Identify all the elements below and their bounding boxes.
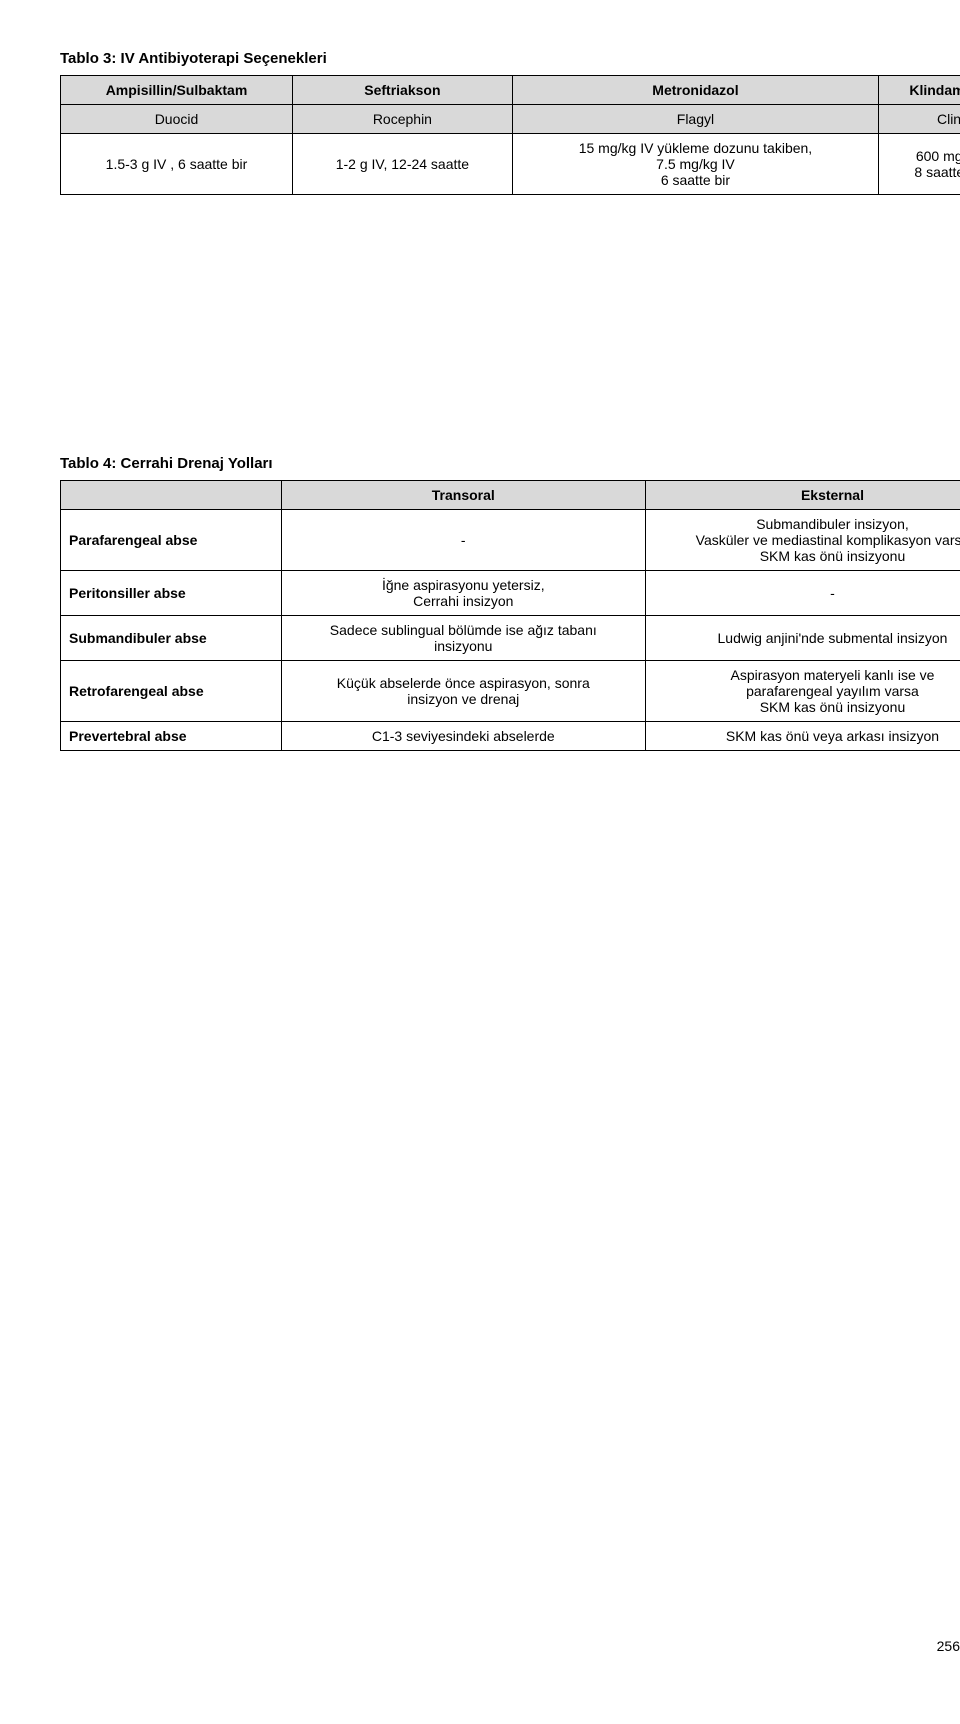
table3-hdr-2: Seftriakson <box>292 76 512 105</box>
table4-col2: Eksternal <box>645 481 960 510</box>
table4-corner <box>61 481 282 510</box>
table4-r1c1: - <box>281 510 645 571</box>
table4-r2-label: Peritonsiller abse <box>61 571 282 616</box>
table3-hdr-3: Metronidazol <box>512 76 878 105</box>
table3-hdr-4: Klindamisin <box>879 76 960 105</box>
table4-r5c2: SKM kas önü veya arkası insizyon <box>645 722 960 751</box>
table3-r1c1: 1.5-3 g IV , 6 saatte bir <box>61 134 293 195</box>
page-number: 256 <box>937 1638 960 1654</box>
table4-r3c1: Sadece sublingual bölümde ise ağız taban… <box>281 616 645 661</box>
table4-col1: Transoral <box>281 481 645 510</box>
table3-hdr-1: Ampisillin/Sulbaktam <box>61 76 293 105</box>
table3-sub-1: Duocid <box>61 105 293 134</box>
table4-title: Tablo 4: Cerrahi Drenaj Yolları <box>60 455 960 472</box>
table4-r4-label: Retrofarengeal abse <box>61 661 282 722</box>
table3-title: Tablo 3: IV Antibiyoterapi Seçenekleri <box>60 50 960 67</box>
table4: Transoral Eksternal Parafarengeal abse -… <box>60 480 960 751</box>
table3-sub-4: Clin <box>879 105 960 134</box>
table4-r1c2: Submandibuler insizyon, Vasküler ve medi… <box>645 510 960 571</box>
table4-r1-label: Parafarengeal abse <box>61 510 282 571</box>
table4-r4c1: Küçük abselerde önce aspirasyon, sonra i… <box>281 661 645 722</box>
table3-sub-3: Flagyl <box>512 105 878 134</box>
table3-r1c2: 1-2 g IV, 12-24 saatte <box>292 134 512 195</box>
table4-r3c2: Ludwig anjini'nde submental insizyon <box>645 616 960 661</box>
table4-r4c2: Aspirasyon materyeli kanlı ise ve parafa… <box>645 661 960 722</box>
table3-sub-2: Rocephin <box>292 105 512 134</box>
table3-r1c3: 15 mg/kg IV yükleme dozunu takiben, 7.5 … <box>512 134 878 195</box>
table4-r2c2: - <box>645 571 960 616</box>
table4-r5c1: C1-3 seviyesindeki abselerde <box>281 722 645 751</box>
table3-r1c4: 600 mg IV, 8 saatte bir <box>879 134 960 195</box>
table4-r2c1: İğne aspirasyonu yetersiz, Cerrahi insiz… <box>281 571 645 616</box>
table3: Ampisillin/Sulbaktam Seftriakson Metroni… <box>60 75 960 195</box>
table4-r5-label: Prevertebral abse <box>61 722 282 751</box>
table4-r3-label: Submandibuler abse <box>61 616 282 661</box>
